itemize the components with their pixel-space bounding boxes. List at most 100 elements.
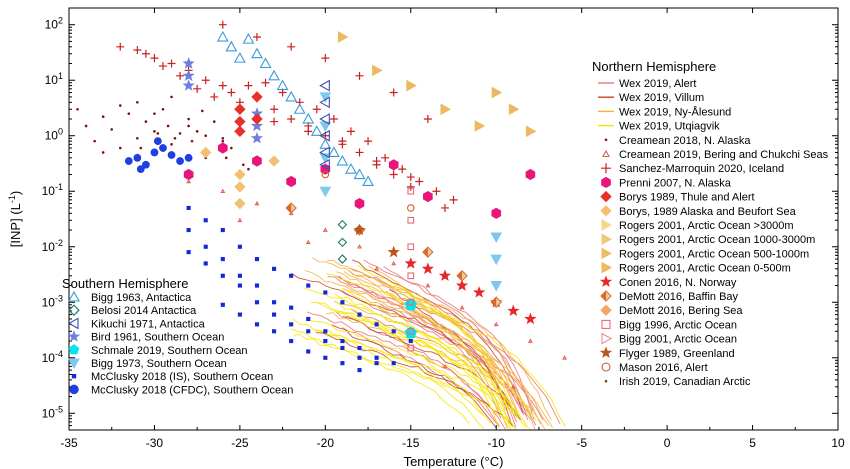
marker-mcclusky-2018-is-southern-ocean bbox=[408, 339, 413, 344]
marker-sanchez-marroquin-2020-iceland bbox=[210, 92, 219, 101]
marker-sanchez-marroquin-2020-iceland bbox=[321, 54, 330, 63]
marker-mcclusky-2018-is-southern-ocean bbox=[306, 316, 311, 322]
marker-conen-2016-n-norway bbox=[507, 304, 520, 317]
marker-creamean-2019-bering-and-chukchi-seas bbox=[254, 200, 260, 206]
curve-wex-2019-utqiagvik bbox=[337, 302, 510, 429]
marker-demott-2016-baffin-bay-part bbox=[457, 270, 463, 281]
marker-bird-1961-southern-ocean bbox=[182, 57, 195, 69]
legend-north-label: Conen 2016, N. Norway bbox=[619, 277, 737, 289]
legend-south-label: Bigg 1963, Antactica bbox=[91, 292, 192, 304]
curve-wex-2019-villum bbox=[291, 272, 518, 418]
marker-mcclusky-2018-is-southern-ocean bbox=[186, 250, 191, 255]
marker-bigg-1963-antactica bbox=[242, 32, 255, 44]
marker-borys-1989-alaska-and-beufort-sea bbox=[234, 168, 246, 181]
marker-creamean-2018-n-alaska bbox=[118, 146, 122, 150]
marker-prenni-2007-n-alaska bbox=[218, 142, 228, 154]
marker-belosi-2014-antactica bbox=[337, 254, 348, 264]
marker-prenni-2007-n-alaska bbox=[491, 207, 502, 219]
marker-creamean-2018-n-alaska bbox=[76, 107, 79, 111]
marker-bigg-1963-antactica bbox=[233, 51, 246, 63]
x-tick-label: -35 bbox=[60, 436, 78, 450]
y-tick-label: 102 bbox=[45, 16, 63, 32]
marker-mcclusky-2018-is-southern-ocean bbox=[357, 368, 362, 373]
marker-bigg-1973-southern-ocean bbox=[490, 254, 503, 266]
legend-south-label: Kikuchi 1971, Antactica bbox=[91, 318, 206, 330]
legend-north-marker bbox=[601, 233, 613, 246]
marker-mcclusky-2018-is-southern-ocean bbox=[254, 283, 260, 288]
curve-wex-2019-utqiagvik bbox=[333, 293, 506, 419]
legend-north-label: Creamean 2018, N. Alaska bbox=[619, 135, 751, 147]
marker-bigg-1963-antactica bbox=[276, 79, 289, 91]
marker-mcclusky-2018-is-southern-ocean bbox=[289, 322, 294, 327]
curve-wex-2019-ny-lesund bbox=[343, 271, 536, 431]
marker-mcclusky-2018-is-southern-ocean bbox=[391, 329, 396, 334]
marker-creamean-2018-n-alaska bbox=[84, 124, 88, 128]
curve-wex-2019-alert bbox=[342, 327, 500, 427]
marker-mcclusky-2018-cfdc-southern-ocean bbox=[159, 144, 167, 152]
marker-sanchez-marroquin-2020-iceland bbox=[398, 165, 407, 174]
marker-mcclusky-2018-cfdc-southern-ocean bbox=[184, 153, 193, 162]
marker-creamean-2019-bering-and-chukchi-seas bbox=[374, 266, 380, 271]
marker-kikuchi-1971-antactica bbox=[319, 146, 330, 159]
marker-sanchez-marroquin-2020-iceland bbox=[133, 46, 142, 55]
marker-mcclusky-2018-is-southern-ocean bbox=[203, 244, 208, 249]
legend-north-marker bbox=[599, 346, 613, 358]
marker-creamean-2019-bering-and-chukchi-seas bbox=[493, 321, 499, 327]
marker-mcclusky-2018-is-southern-ocean bbox=[391, 361, 396, 366]
legend-north-marker bbox=[602, 149, 610, 158]
legend-south-label: McClusky 2018 (CFDC), Southern Ocean bbox=[91, 384, 293, 396]
legend-north-label: Flyger 1989, Greenland bbox=[619, 348, 735, 360]
marker-sanchez-marroquin-2020-iceland bbox=[355, 148, 364, 157]
marker-mcclusky-2018-is-southern-ocean bbox=[203, 218, 208, 223]
y-axis-label: [INP] (L-1) bbox=[7, 191, 23, 247]
marker-creamean-2019-bering-and-chukchi-seas bbox=[459, 304, 465, 310]
marker-bigg-1996-arctic-ocean bbox=[407, 344, 415, 352]
marker-demott-2016-baffin-bay bbox=[456, 270, 468, 282]
marker-creamean-2019-bering-and-chukchi-seas bbox=[322, 227, 328, 232]
legend-south-marker bbox=[68, 344, 80, 355]
marker-conen-2016-n-norway bbox=[473, 286, 486, 298]
marker-bigg-1963-antactica bbox=[225, 40, 238, 52]
marker-mcclusky-2018-is-southern-ocean bbox=[237, 244, 242, 249]
marker-creamean-2018-n-alaska bbox=[170, 95, 173, 99]
marker-sanchez-marroquin-2020-iceland bbox=[270, 117, 279, 126]
marker-creamean-2018-n-alaska bbox=[101, 115, 105, 119]
marker-bird-1961-southern-ocean bbox=[250, 131, 264, 144]
marker-prenni-2007-n-alaska bbox=[388, 159, 399, 171]
marker-creamean-2018-n-alaska bbox=[161, 107, 165, 111]
legend-north-marker bbox=[600, 205, 612, 217]
marker-mcclusky-2018-cfdc-southern-ocean bbox=[136, 165, 145, 174]
marker-bird-1961-southern-ocean bbox=[182, 69, 195, 82]
legend-north-label: Rogers 2001, Arctic Ocean 1000-3000m bbox=[619, 234, 815, 246]
y-axis: 102 101 100 10-1 10-2 10-3 10-4 10-5 bbox=[42, 7, 838, 427]
marker-borys-1989-alaska-and-beufort-sea bbox=[268, 155, 280, 167]
marker-creamean-2018-n-alaska bbox=[93, 139, 96, 143]
marker-creamean-2018-n-alaska bbox=[224, 156, 228, 160]
marker-bigg-1996-arctic-ocean bbox=[407, 187, 415, 195]
legend-north-marker bbox=[599, 275, 613, 287]
x-tick-label: 10 bbox=[831, 436, 845, 450]
marker-mcclusky-2018-is-southern-ocean bbox=[340, 339, 345, 344]
marker-prenni-2007-n-alaska bbox=[354, 198, 365, 210]
legend-south-marker bbox=[67, 330, 81, 342]
legend-north-label: Wex 2019, Ny-Ålesund bbox=[619, 105, 731, 118]
y-tick-label: 10-3 bbox=[42, 293, 63, 309]
marker-sanchez-marroquin-2020-iceland bbox=[406, 173, 415, 182]
marker-kikuchi-1971-antactica bbox=[319, 129, 330, 142]
marker-mcclusky-2018-is-southern-ocean bbox=[306, 349, 311, 354]
marker-mcclusky-2018-is-southern-ocean bbox=[374, 322, 379, 327]
marker-mcclusky-2018-is-southern-ocean bbox=[237, 283, 242, 288]
marker-creamean-2018-n-alaska bbox=[190, 139, 194, 143]
legend-north-marker bbox=[601, 332, 613, 345]
marker-mcclusky-2018-is-southern-ocean bbox=[272, 266, 277, 271]
marker-sanchez-marroquin-2020-iceland bbox=[244, 81, 253, 90]
legend-north-marker bbox=[600, 290, 612, 302]
marker-creamean-2018-n-alaska bbox=[195, 130, 199, 133]
y-tick-label: 100 bbox=[45, 127, 63, 143]
marker-sanchez-marroquin-2020-iceland bbox=[167, 59, 176, 68]
curve-wex-2019-utqiagvik bbox=[335, 311, 528, 427]
marker-creamean-2018-n-alaska bbox=[178, 132, 182, 135]
marker-rogers-2001-arctic-ocean-3000m bbox=[474, 120, 486, 132]
marker-creamean-2018-n-alaska bbox=[200, 109, 204, 113]
marker-bigg-1996-arctic-ocean bbox=[407, 298, 415, 306]
